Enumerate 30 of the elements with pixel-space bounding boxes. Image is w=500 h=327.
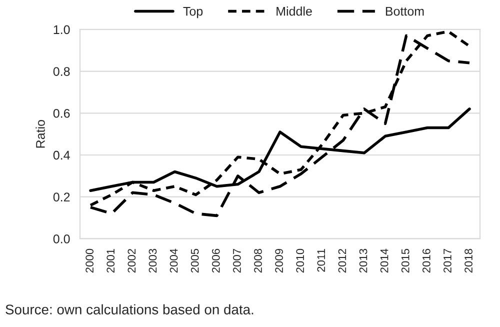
y-tick-label: 0.4 — [53, 150, 70, 160]
x-tick-label: 2002 — [128, 248, 136, 273]
x-tick-label: 2009 — [275, 248, 283, 273]
y-axis-title: Ratio — [36, 120, 45, 148]
y-tick-label: 1.0 — [54, 25, 70, 34]
x-tick-label: 2004 — [170, 248, 178, 273]
x-tick-label: 2006 — [212, 248, 220, 273]
x-tick-label: 2018 — [464, 248, 472, 273]
x-tick-label: 2015 — [401, 248, 410, 273]
legend-label: Bottom — [386, 6, 424, 16]
y-tick-label: 0.6 — [53, 108, 70, 118]
x-tick-label: 2011 — [317, 248, 326, 272]
legend-label: Top — [183, 6, 203, 18]
y-tick-label: 0.2 — [53, 192, 70, 202]
x-tick-label: 2010 — [296, 248, 304, 273]
x-tick-label: 2017 — [444, 248, 452, 273]
x-tick-label: 2014 — [380, 248, 388, 273]
legend-label: Middle — [276, 6, 312, 16]
x-tick-label: 2008 — [254, 248, 262, 273]
x-tick-label: 2003 — [148, 248, 157, 273]
y-tick-label: 0.0 — [53, 234, 70, 244]
x-tick-label: 2007 — [233, 248, 241, 273]
x-tick-label: 2005 — [190, 248, 199, 273]
x-tick-label: 2000 — [86, 248, 94, 273]
x-tick-label: 2001 — [106, 248, 115, 273]
x-tick-label: 2016 — [422, 248, 430, 273]
x-tick-label: 2013 — [359, 248, 368, 273]
x-tick-label: 2012 — [338, 248, 346, 273]
y-tick-label: 0.8 — [53, 67, 70, 76]
source-note: Source: own calculations based on data. — [6, 304, 254, 314]
